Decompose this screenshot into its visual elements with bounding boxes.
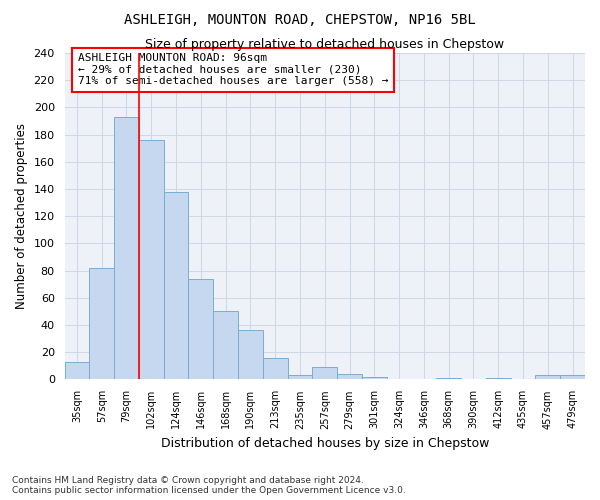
- Bar: [560, 376, 585, 380]
- Bar: [313, 367, 337, 380]
- Bar: [535, 376, 560, 380]
- Bar: [188, 279, 213, 380]
- Title: Size of property relative to detached houses in Chepstow: Size of property relative to detached ho…: [145, 38, 505, 51]
- Text: ASHLEIGH, MOUNTON ROAD, CHEPSTOW, NP16 5BL: ASHLEIGH, MOUNTON ROAD, CHEPSTOW, NP16 5…: [124, 12, 476, 26]
- Bar: [139, 140, 164, 380]
- Bar: [486, 378, 511, 380]
- Bar: [263, 358, 287, 380]
- Bar: [213, 312, 238, 380]
- Text: Contains HM Land Registry data © Crown copyright and database right 2024.
Contai: Contains HM Land Registry data © Crown c…: [12, 476, 406, 495]
- Bar: [287, 376, 313, 380]
- Bar: [436, 378, 461, 380]
- Bar: [65, 362, 89, 380]
- Bar: [337, 374, 362, 380]
- Y-axis label: Number of detached properties: Number of detached properties: [15, 123, 28, 309]
- Bar: [362, 376, 387, 380]
- Bar: [238, 330, 263, 380]
- Bar: [89, 268, 114, 380]
- X-axis label: Distribution of detached houses by size in Chepstow: Distribution of detached houses by size …: [161, 437, 489, 450]
- Text: ASHLEIGH MOUNTON ROAD: 96sqm
← 29% of detached houses are smaller (230)
71% of s: ASHLEIGH MOUNTON ROAD: 96sqm ← 29% of de…: [77, 53, 388, 86]
- Bar: [164, 192, 188, 380]
- Bar: [114, 117, 139, 380]
